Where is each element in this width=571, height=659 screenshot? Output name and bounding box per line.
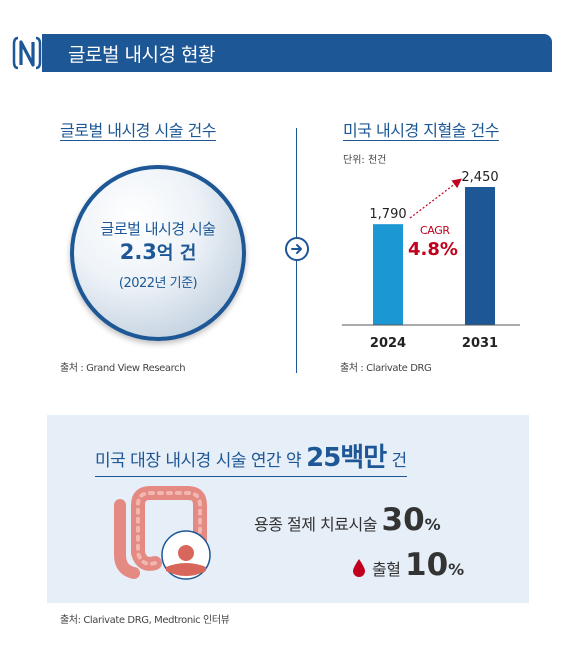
bar-value-label: 1,790 [369,207,406,222]
bar-chart: 1,790 2024 2,450 2031 [342,170,520,351]
bleeding-stat-unit: % [448,560,465,579]
bottom-source: 출처: Clarivate DRG, Medtronic 인터뷰 [60,615,230,626]
cagr-label: CAGR [420,224,450,237]
polyp-stat-label: 용종 절제 치료시술 [254,515,382,534]
cagr-arrow [409,178,462,219]
globe-value-line: 2.3억 건 [58,239,258,265]
bar-value-label: 2,450 [461,170,498,185]
category-label: 2024 [370,336,406,351]
global-section-title: 글로벌 내시경 시술 건수 [60,121,216,140]
bar-2031 [465,187,495,325]
header-banner [12,34,552,72]
colonoscopy-title-value: 25백만 [306,443,387,473]
blood-drop-icon [353,559,365,577]
polyp-stat: 용종 절제 치료시술 30% [254,502,441,538]
globe-value: 2.3 [119,240,157,264]
colonoscopy-title: 미국 대장 내시경 시술 연간 약 25백만 건 [95,437,408,477]
colon-icon [114,486,211,580]
left-source: 출처 : Grand View Research [60,363,186,374]
polyp-stat-unit: % [424,515,441,534]
globe-graphic [70,165,246,341]
globe-label: 글로벌 내시경 시술 [100,220,216,238]
unit-label: 단위: 천건 [343,155,387,166]
right-source: 출처 : Clarivate DRG [340,363,432,374]
bleeding-stat-label: 출혈 [372,560,406,579]
cagr-value: 4.8% [408,239,458,260]
category-label: 2031 [462,336,498,351]
arrow-right-icon [285,237,309,261]
polyp-stat-value: 30 [381,502,425,538]
us-section-title: 미국 내시경 지혈술 건수 [343,121,499,140]
page-title: 글로벌 내시경 현황 [68,44,215,66]
bar-2024 [373,224,403,325]
globe-unit: 억 건 [156,243,197,264]
bleeding-stat: 출혈 10% [372,547,464,583]
logo-icon [12,32,42,74]
colonoscopy-title-suffix: 건 [386,451,408,471]
colonoscopy-title-prefix: 미국 대장 내시경 시술 연간 약 [95,451,307,471]
globe-year-note: (2022년 기준) [118,276,198,291]
bleeding-stat-value: 10 [405,547,449,583]
